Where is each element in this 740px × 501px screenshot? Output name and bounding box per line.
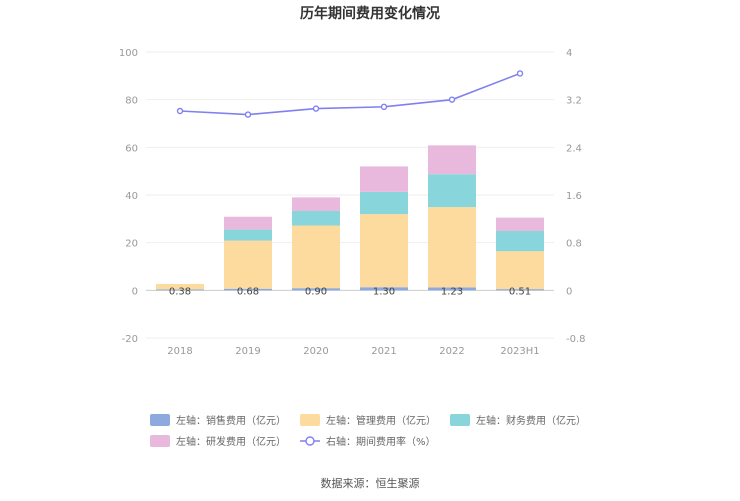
- legend-swatch: [450, 414, 470, 426]
- x-tick-label: 2023H1: [500, 346, 539, 357]
- right-tick-label: 1.6: [566, 191, 582, 202]
- legend-swatch: [300, 414, 320, 426]
- x-tick-label: 2019: [235, 346, 260, 357]
- data-label: 0.38: [169, 286, 191, 297]
- right-tick-label: 0.8: [566, 239, 582, 250]
- bar-sales: [360, 287, 408, 291]
- legend: 左轴：销售费用（亿元） 左轴：管理费用（亿元） 左轴：财务费用（亿元） 左轴：研发费用…: [150, 414, 586, 448]
- line-point: [244, 111, 252, 118]
- data-label: 0.90: [305, 286, 327, 297]
- bar-admin: [292, 225, 340, 289]
- right-tick-label: 2.4: [566, 143, 582, 154]
- bar-sales: [224, 288, 272, 291]
- gridlines: [146, 51, 554, 339]
- right-tick-label: -0.8: [566, 334, 586, 345]
- right-tick-label: 3.2: [566, 96, 582, 107]
- data-label: 1.23: [441, 286, 463, 297]
- bar-rnd: [428, 145, 476, 175]
- legend-label: 左轴：管理费用（亿元）: [326, 414, 436, 427]
- bar-finance: [224, 229, 272, 241]
- line-point: [176, 107, 184, 115]
- line-point: [516, 70, 524, 77]
- legend-label: 左轴：销售费用（亿元）: [176, 414, 286, 427]
- x-tick-label: 2020: [303, 346, 328, 357]
- x-tick-label: 2021: [371, 346, 396, 357]
- legend-marker: [305, 436, 315, 446]
- legend-label: 左轴：财务费用（亿元）: [476, 414, 586, 427]
- legend-label: 左轴：研发费用（亿元）: [176, 435, 286, 448]
- bar-admin: [156, 283, 204, 290]
- right-tick-label: 4: [566, 48, 572, 59]
- line-point: [380, 103, 388, 111]
- left-tick-label: 40: [125, 191, 138, 202]
- x-axis-ticks: 2018 2019 2020 2021 2022 2023H1: [167, 346, 539, 357]
- data-label: 0.51: [509, 286, 531, 297]
- left-tick-label: 80: [125, 96, 138, 107]
- line-point: [312, 105, 320, 112]
- bar-sales: [292, 288, 340, 291]
- bar-rnd: [224, 216, 272, 230]
- legend-label: 右轴：期间费用率（%）: [326, 435, 436, 448]
- bar-rnd: [360, 166, 408, 192]
- data-label: 1.30: [373, 286, 395, 297]
- bar-rnd: [292, 197, 340, 211]
- bar-admin: [360, 214, 408, 288]
- left-axis-ticks: -20 0 20 40 60 80 100: [119, 48, 138, 345]
- bar-admin: [428, 207, 476, 288]
- bar-sales: [428, 287, 476, 291]
- bar-sales: [496, 289, 544, 291]
- bar-finance: [360, 191, 408, 215]
- expense-rate-line: [179, 72, 521, 116]
- bar-series: [156, 145, 544, 291]
- right-axis-ticks: -0.8 0 0.8 1.6 2.4 3.2 4: [566, 48, 586, 345]
- legend-swatch: [150, 414, 170, 426]
- x-tick-label: 2018: [167, 346, 192, 357]
- left-tick-label: 100: [119, 48, 138, 59]
- bar-finance: [292, 210, 340, 226]
- bar-admin: [224, 240, 272, 289]
- bar-finance: [496, 230, 544, 252]
- legend-swatch: [150, 435, 170, 447]
- data-labels: 0.38 0.68 0.90 1.30 1.23 0.51: [169, 286, 531, 297]
- bar-sales: [156, 289, 204, 291]
- line-point: [448, 96, 456, 103]
- chart-title: 历年期间费用变化情况: [300, 5, 440, 22]
- left-tick-label: 20: [125, 239, 138, 250]
- bar-admin: [496, 251, 544, 290]
- bar-rnd: [496, 217, 544, 231]
- data-label: 0.68: [237, 286, 259, 297]
- left-tick-label: 0: [132, 286, 138, 297]
- line-series: [176, 70, 524, 118]
- left-tick-label: -20: [122, 334, 138, 345]
- left-tick-label: 60: [125, 143, 138, 154]
- x-tick-label: 2022: [439, 346, 464, 357]
- right-tick-label: 0: [566, 286, 572, 297]
- bar-finance: [428, 174, 476, 208]
- source-note: 数据来源：恒生聚源: [321, 476, 420, 490]
